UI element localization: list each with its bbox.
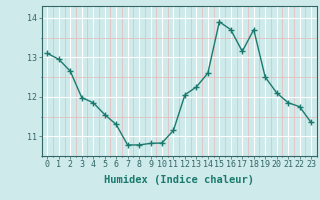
- X-axis label: Humidex (Indice chaleur): Humidex (Indice chaleur): [104, 175, 254, 185]
